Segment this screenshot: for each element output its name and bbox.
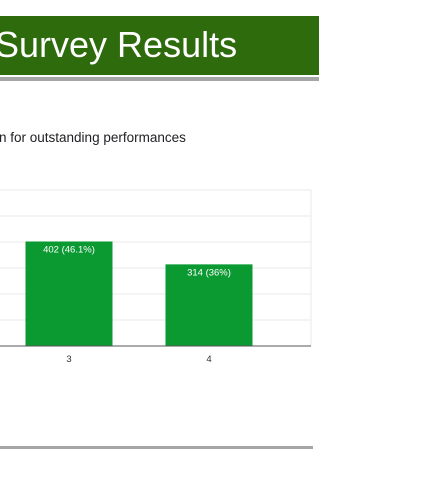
page-title: Survey Results [0, 24, 238, 65]
bar-3 [25, 241, 113, 346]
header-divider [0, 77, 319, 81]
bars: 402 (46.1%) 314 (36%) [25, 241, 253, 346]
x-tick-label-3: 3 [66, 354, 71, 365]
footer-divider [0, 446, 313, 449]
question-text: n for outstanding performances [0, 130, 186, 145]
bar-label-4: 314 (36%) [187, 267, 231, 278]
bar-chart: 402 (46.1%)314 (36%) 234 [0, 189, 312, 365]
header-banner: Survey Results [0, 16, 319, 75]
x-tick-label-4: 4 [206, 354, 211, 365]
bar-4 [165, 264, 253, 346]
x-axis: 234 [0, 345, 311, 365]
bar-label-3: 402 (46.1%) [43, 244, 95, 255]
